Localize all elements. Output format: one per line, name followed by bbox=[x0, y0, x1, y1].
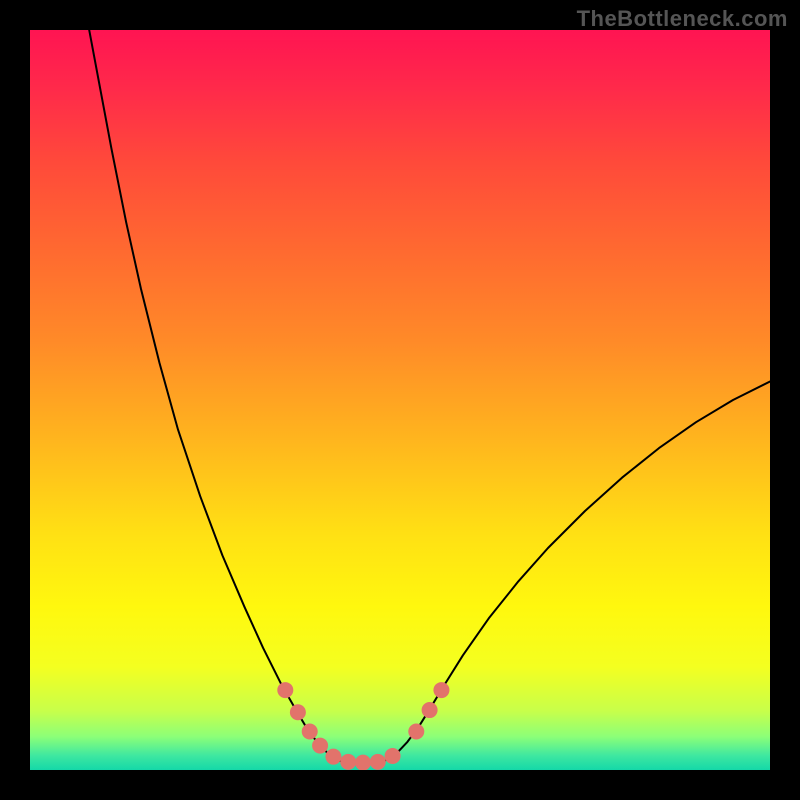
curve-marker bbox=[355, 755, 371, 770]
bottleneck-curve-chart bbox=[30, 30, 770, 770]
watermark-text: TheBottleneck.com bbox=[577, 6, 788, 32]
curve-marker bbox=[385, 748, 401, 764]
curve-marker bbox=[340, 754, 356, 770]
curve-marker bbox=[370, 754, 386, 770]
curve-marker bbox=[312, 738, 328, 754]
curve-marker bbox=[422, 702, 438, 718]
curve-marker bbox=[325, 749, 341, 765]
curve-marker bbox=[302, 724, 318, 740]
curve-marker bbox=[408, 724, 424, 740]
chart-plot-area bbox=[30, 30, 770, 770]
curve-marker bbox=[277, 682, 293, 698]
chart-background bbox=[30, 30, 770, 770]
curve-marker bbox=[290, 704, 306, 720]
curve-marker bbox=[433, 682, 449, 698]
